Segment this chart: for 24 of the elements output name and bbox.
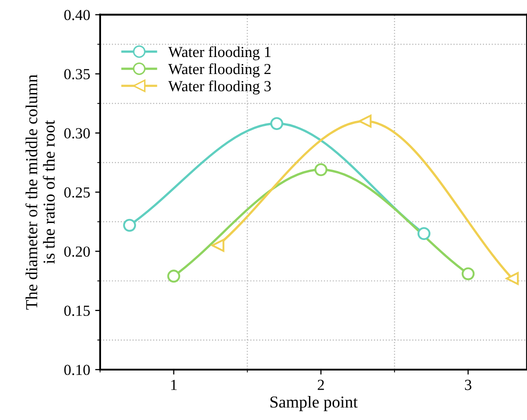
y-tick-label: 0.30	[64, 128, 90, 139]
point	[167, 270, 180, 283]
x-tick-label: 2	[318, 380, 324, 390]
y-tick-label: 0.25	[64, 187, 90, 198]
x-tick-label: 3	[465, 380, 472, 390]
point	[123, 218, 136, 232]
y-axis-title: The diameter of the middle column is the ratio of the root	[25, 74, 55, 310]
point	[211, 238, 224, 252]
y-tick-label: 0.10	[64, 364, 90, 376]
y-tick-label: 0.15	[64, 306, 90, 316]
point	[506, 272, 519, 285]
y-tick-label: 0.40	[64, 10, 90, 20]
legend-label: Water flooding 3	[168, 80, 271, 94]
point	[314, 163, 328, 176]
legend-label: Water flooding 2	[168, 63, 271, 78]
x-axis-title: Sample point	[270, 396, 358, 412]
point	[462, 267, 475, 280]
y-tick-label: 0.35	[64, 68, 90, 80]
point	[270, 117, 284, 130]
point	[358, 114, 372, 128]
point	[418, 227, 430, 240]
x-tick-label: 1	[171, 380, 177, 390]
y-tick-label: 0.20	[64, 246, 90, 257]
legend-label: Water flooding 1	[168, 46, 270, 60]
